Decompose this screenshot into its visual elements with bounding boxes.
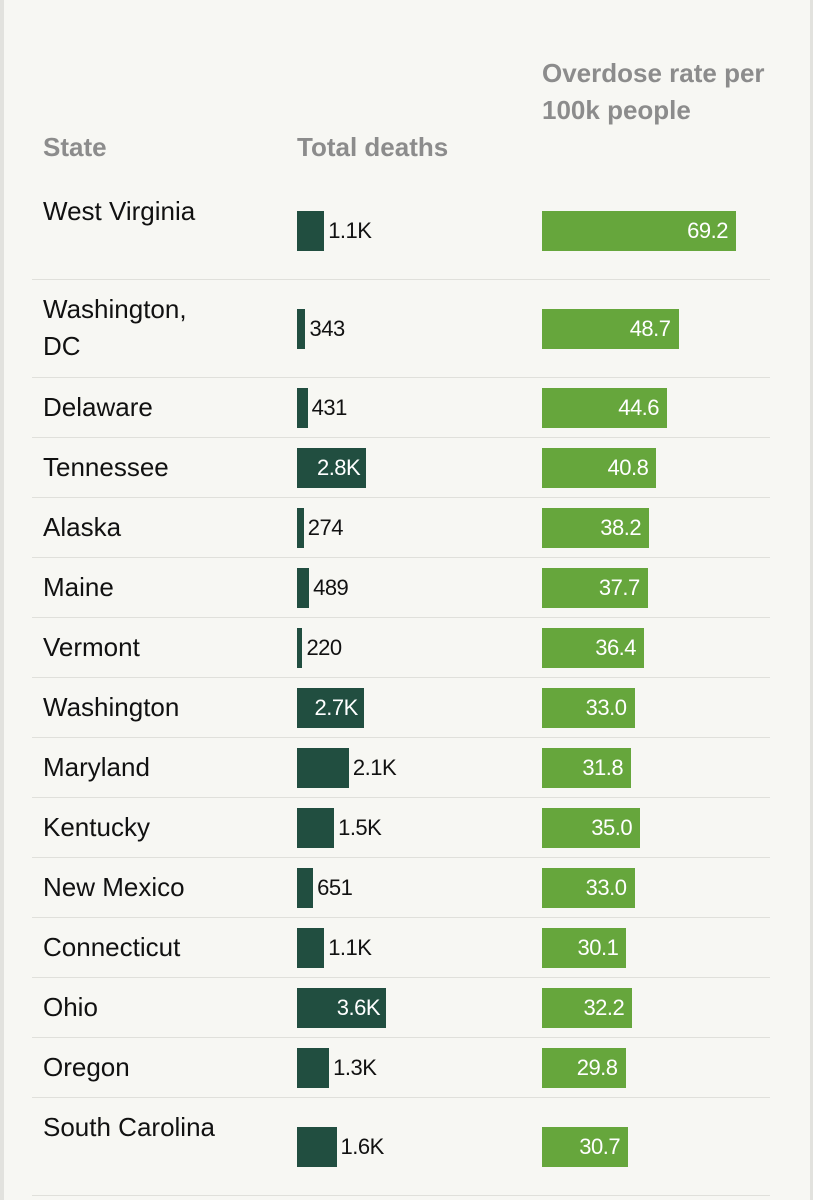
- total-deaths-label: 220: [306, 635, 342, 660]
- overdose-rate-bar: [542, 1048, 626, 1088]
- table-row: Oregon 1.3K 29.8: [32, 1037, 770, 1098]
- total-deaths-label: 1.1K: [328, 935, 372, 960]
- overdose-rate-bar: [542, 928, 627, 968]
- total-deaths-label: 1.6K: [340, 1134, 385, 1159]
- frame-border-left: [0, 0, 4, 1200]
- table-row: Maryland 2.1K 31.8: [32, 737, 770, 798]
- overdose-rate-bar: [542, 211, 736, 251]
- overdose-rate-bar: [542, 309, 679, 349]
- state-name: West Virginia: [43, 196, 196, 226]
- overdose-rate-bar: [542, 808, 641, 848]
- table-row: Delaware 431 44.6: [32, 377, 770, 438]
- total-deaths-label: 431: [311, 395, 348, 420]
- total-deaths-bar: [297, 388, 308, 428]
- state-name: Ohio: [43, 992, 98, 1022]
- table-row: Washington, DC 343 48.7: [32, 279, 770, 378]
- total-deaths-label: 2.7K: [314, 695, 358, 720]
- table-row: Kentucky 1.5K 35.0: [32, 797, 770, 858]
- table-row: West Virginia 1.1K 69.2: [32, 181, 770, 280]
- state-name: Alaska: [43, 512, 122, 542]
- table-row: New Mexico 651 33.0: [32, 857, 770, 918]
- overdose-rate-label: 36.4: [595, 635, 637, 660]
- total-deaths-bar: [297, 1127, 337, 1167]
- overdose-rate-label: 40.8: [607, 455, 649, 480]
- overdose-rate-label: 30.7: [579, 1134, 621, 1159]
- total-deaths-label: 1.5K: [338, 815, 382, 840]
- overdose-rate-bar: [542, 628, 645, 668]
- total-deaths-bar: [297, 868, 314, 908]
- table-row: Vermont 220 36.4: [32, 617, 770, 678]
- total-deaths-bar: [297, 628, 303, 668]
- total-deaths-label: 1.3K: [333, 1055, 377, 1080]
- state-name: New Mexico: [43, 872, 185, 902]
- overdose-rate-label: 69.2: [687, 218, 728, 243]
- state-name: Washington: [43, 692, 180, 722]
- total-deaths-bar: [297, 988, 386, 1028]
- state-name: Kentucky: [43, 812, 150, 842]
- total-deaths-bar: [297, 508, 304, 548]
- column-header-state: State: [43, 132, 107, 162]
- overdose-rate-label: 30.1: [577, 935, 619, 960]
- total-deaths-bar: [297, 808, 335, 848]
- total-deaths-bar: [297, 211, 325, 251]
- overdose-rate-label: 32.2: [583, 995, 625, 1020]
- overdose-rate-bar: [542, 868, 635, 908]
- table-row: South Carolina 1.6K 30.7: [32, 1097, 770, 1196]
- overdose-rate-bar: [542, 688, 635, 728]
- state-name: Maine: [43, 572, 114, 602]
- total-deaths-label: 3.6K: [336, 995, 381, 1020]
- total-deaths-label: 2.1K: [352, 755, 397, 780]
- total-deaths-label: 651: [317, 875, 353, 900]
- table-row: Washington 2.7K 33.0: [32, 677, 770, 738]
- overdose-rate-label: 33.0: [585, 875, 627, 900]
- total-deaths-bar: [297, 448, 367, 488]
- column-header-overdose-rate: Overdose rate per 100k people: [542, 58, 765, 125]
- overdose-rate-label: 31.8: [582, 755, 624, 780]
- total-deaths-bar: [297, 928, 325, 968]
- table-header: State Total deaths Overdose rate per 100…: [0, 0, 813, 180]
- table-row: Tennessee 2.8K 40.8: [32, 437, 770, 498]
- total-deaths-bar: [297, 688, 364, 728]
- total-deaths-bar: [297, 1048, 330, 1088]
- column-header-total-deaths: Total deaths: [297, 132, 449, 162]
- total-deaths-label: 1.1K: [328, 218, 372, 243]
- state-name: Washington, DC: [43, 294, 187, 361]
- overdose-rate-label: 48.7: [629, 316, 671, 341]
- overdose-rate-bar: [542, 508, 650, 548]
- overdose-rate-bar: [542, 748, 632, 788]
- total-deaths-bar: [297, 309, 306, 349]
- overdose-rate-bar: [542, 1127, 629, 1167]
- total-deaths-label: 2.8K: [316, 455, 361, 480]
- state-name: Oregon: [43, 1052, 130, 1082]
- state-name: Delaware: [43, 392, 153, 422]
- table-row: Connecticut 1.1K 30.1: [32, 917, 770, 978]
- total-deaths-bar: [297, 568, 310, 608]
- total-deaths-label: 274: [307, 515, 344, 540]
- overdose-rate-label: 44.6: [618, 395, 660, 420]
- total-deaths-label: 343: [309, 316, 345, 341]
- overdose-rate-bar: [542, 988, 633, 1028]
- overdose-rate-label: 37.7: [598, 575, 640, 600]
- table-row: Ohio 3.6K 32.2: [32, 977, 770, 1038]
- table-row: Alaska 274 38.2: [32, 497, 770, 558]
- overdose-rate-label: 38.2: [600, 515, 642, 540]
- overdose-rate-label: 29.8: [576, 1055, 618, 1080]
- overdose-rate-label: 33.0: [585, 695, 627, 720]
- frame-border-right: [810, 0, 813, 1200]
- total-deaths-bar: [297, 748, 349, 788]
- overdose-rate-bar: [542, 568, 648, 608]
- state-name: Maryland: [43, 752, 150, 782]
- overdose-rate-bar: [542, 388, 668, 428]
- state-name: Connecticut: [43, 932, 181, 962]
- state-name: Tennessee: [43, 452, 169, 482]
- state-name: South Carolina: [43, 1112, 215, 1142]
- overdose-rate-bar: [542, 448, 657, 488]
- total-deaths-label: 489: [313, 575, 349, 600]
- table-row: Maine 489 37.7: [32, 557, 770, 618]
- overdose-rate-label: 35.0: [591, 815, 633, 840]
- state-name: Vermont: [43, 632, 140, 662]
